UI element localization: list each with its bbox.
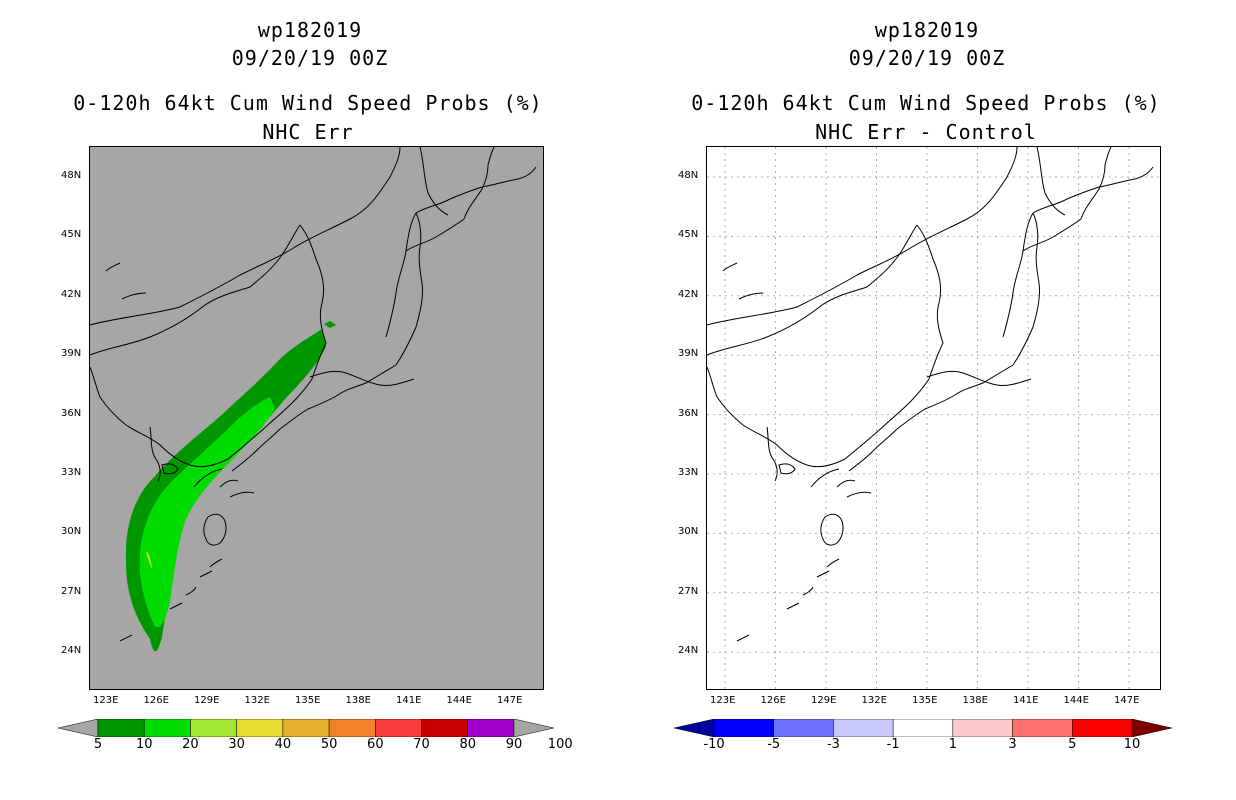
colorbar-label: 70 xyxy=(413,737,430,752)
left-colorbar xyxy=(58,719,554,737)
colorbar-low-extension xyxy=(58,719,99,737)
lat-tick-label: 36N xyxy=(678,407,699,419)
right-subtitle: NHC Err - Control xyxy=(815,120,1037,144)
colorbar-label: 100 xyxy=(547,737,573,752)
lon-tick-label: 147E xyxy=(497,695,523,706)
lon-tick-label: 126E xyxy=(760,695,786,706)
colorbar-label: -10 xyxy=(703,737,725,752)
left-map xyxy=(90,147,543,689)
lat-tick-label: 39N xyxy=(678,348,699,360)
lat-tick-label: 24N xyxy=(61,645,82,657)
left-subtitle: NHC Err xyxy=(262,120,354,144)
colorbar-swatch xyxy=(467,719,515,737)
lat-tick-label: 48N xyxy=(678,170,699,181)
lon-tick-label: 135E xyxy=(912,695,938,706)
colorbar-label: 3 xyxy=(1008,737,1017,752)
colorbar-label: -5 xyxy=(767,737,781,752)
lat-tick-label: 39N xyxy=(61,348,82,360)
colorbar-label: 1 xyxy=(948,737,957,752)
lat-tick-label: 27N xyxy=(678,585,699,597)
colorbar-label: 5 xyxy=(93,737,103,752)
prob-region-20-30 xyxy=(146,551,152,569)
lon-tick-label: 147E xyxy=(1114,695,1140,706)
lat-tick-label: 48N xyxy=(61,170,82,181)
colorbar-swatch xyxy=(833,719,894,737)
lon-tick-label: 138E xyxy=(962,695,988,706)
colorbar-swatch xyxy=(328,719,376,737)
lat-tick-label: 33N xyxy=(61,467,82,478)
lon-tick-label: 129E xyxy=(194,695,220,706)
right-map xyxy=(707,147,1160,689)
prob-region-5-10 xyxy=(125,329,326,652)
lat-tick-label: 42N xyxy=(678,288,699,300)
colorbar-label: -1 xyxy=(886,737,900,752)
left-map-panel xyxy=(89,146,544,690)
colorbar-swatch xyxy=(1012,719,1073,737)
colorbar-label: 50 xyxy=(320,737,338,752)
right-coastlines xyxy=(707,147,1154,642)
left-coastlines xyxy=(90,147,537,642)
colorbar-swatch xyxy=(190,719,237,737)
right-date: 09/20/19 00Z xyxy=(848,46,1006,70)
colorbar-swatch xyxy=(375,719,422,737)
colorbar-low-extension xyxy=(674,719,715,737)
left-date: 09/20/19 00Z xyxy=(231,46,389,70)
colorbar-label: 80 xyxy=(459,737,477,752)
colorbar-swatch xyxy=(713,719,774,737)
right-map-panel xyxy=(706,146,1161,690)
lat-tick-label: 24N xyxy=(678,645,699,657)
colorbar-label: 40 xyxy=(274,737,292,752)
colorbar-swatch xyxy=(282,719,330,737)
lat-tick-label: 27N xyxy=(61,585,82,597)
colorbar-swatch xyxy=(952,719,1013,737)
colorbar-label: 60 xyxy=(367,737,384,752)
right-gridlines xyxy=(707,147,1160,689)
lat-tick-label: 45N xyxy=(678,229,699,241)
colorbar-swatch xyxy=(892,719,954,737)
lat-tick-label: 33N xyxy=(678,467,699,478)
right-map-background xyxy=(707,147,1160,689)
lon-tick-label: 132E xyxy=(244,695,270,706)
left-storm-id: wp182019 xyxy=(257,18,363,42)
colorbar-label: 10 xyxy=(135,737,153,752)
lat-tick-label: 30N xyxy=(61,526,82,538)
colorbar-swatch xyxy=(421,719,469,737)
colorbar-high-extension xyxy=(513,719,554,737)
lon-tick-label: 138E xyxy=(345,695,371,706)
colorbar-label: 30 xyxy=(228,737,245,752)
lon-tick-label: 129E xyxy=(811,695,837,706)
colorbar-swatch xyxy=(143,719,191,737)
prob-region-5-10-patch xyxy=(324,321,336,328)
right-storm-id: wp182019 xyxy=(874,18,980,42)
lon-tick-label: 126E xyxy=(143,695,169,706)
right-product-title: 0-120h 64kt Cum Wind Speed Probs (%) xyxy=(691,91,1161,115)
lon-tick-label: 135E xyxy=(295,695,321,706)
prob-region-10-20 xyxy=(139,397,275,628)
lat-tick-label: 36N xyxy=(61,407,82,419)
colorbar-swatch xyxy=(236,719,284,737)
colorbar-label: 5 xyxy=(1068,737,1077,752)
lon-tick-label: 132E xyxy=(861,695,887,706)
lat-tick-label: 30N xyxy=(678,526,699,538)
lon-tick-label: 141E xyxy=(1013,695,1039,706)
lon-tick-label: 123E xyxy=(93,695,119,706)
colorbar-swatch xyxy=(773,719,834,737)
colorbar-label: 20 xyxy=(182,737,199,752)
lon-tick-label: 144E xyxy=(446,695,472,706)
colorbar-swatch xyxy=(1072,719,1133,737)
colorbar-label: -3 xyxy=(826,737,840,752)
right-colorbar xyxy=(674,719,1172,737)
lon-tick-label: 144E xyxy=(1063,695,1089,706)
colorbar-swatch xyxy=(97,719,145,737)
lon-tick-label: 141E xyxy=(396,695,422,706)
left-product-title: 0-120h 64kt Cum Wind Speed Probs (%) xyxy=(73,91,543,115)
colorbar-label: 90 xyxy=(505,737,523,752)
colorbar-high-extension xyxy=(1131,719,1172,737)
lat-tick-label: 42N xyxy=(61,288,82,300)
lon-tick-label: 123E xyxy=(710,695,736,706)
colorbar-label: 10 xyxy=(1123,737,1141,752)
lat-tick-label: 45N xyxy=(61,229,82,241)
